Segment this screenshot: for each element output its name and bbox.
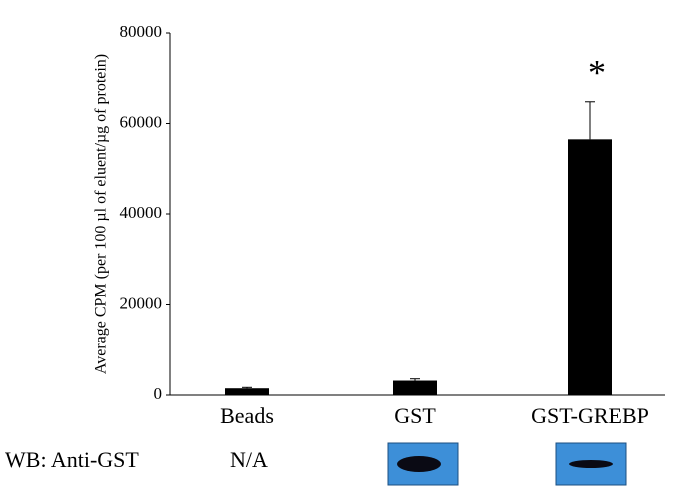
- y-tick-label: 20000: [120, 293, 163, 312]
- wb-label: WB: Anti-GST: [5, 447, 139, 472]
- y-tick-label: 80000: [120, 22, 163, 41]
- bar: [225, 388, 269, 395]
- blot-gst: [388, 443, 458, 485]
- blot-grebp: [556, 443, 626, 485]
- blot-band: [397, 456, 441, 472]
- x-tick-label: GST: [394, 403, 436, 428]
- y-tick-label: 0: [154, 384, 163, 403]
- bar: [568, 139, 612, 395]
- x-tick-label: Beads: [220, 403, 274, 428]
- y-axis-label: Average CPM (per 100 µl of eluent/µg of …: [93, 54, 110, 374]
- y-tick-label: 60000: [120, 112, 163, 131]
- chart: Average CPM (per 100 µl of eluent/µg of …: [0, 0, 681, 498]
- wb-na: N/A: [230, 447, 268, 472]
- y-tick-label: 40000: [120, 203, 163, 222]
- page: Average CPM (per 100 µl of eluent/µg of …: [0, 0, 681, 498]
- bar: [393, 381, 437, 395]
- x-tick-label: GST-GREBP: [531, 403, 649, 428]
- blot-band: [569, 460, 613, 468]
- significance-marker: *: [588, 52, 606, 92]
